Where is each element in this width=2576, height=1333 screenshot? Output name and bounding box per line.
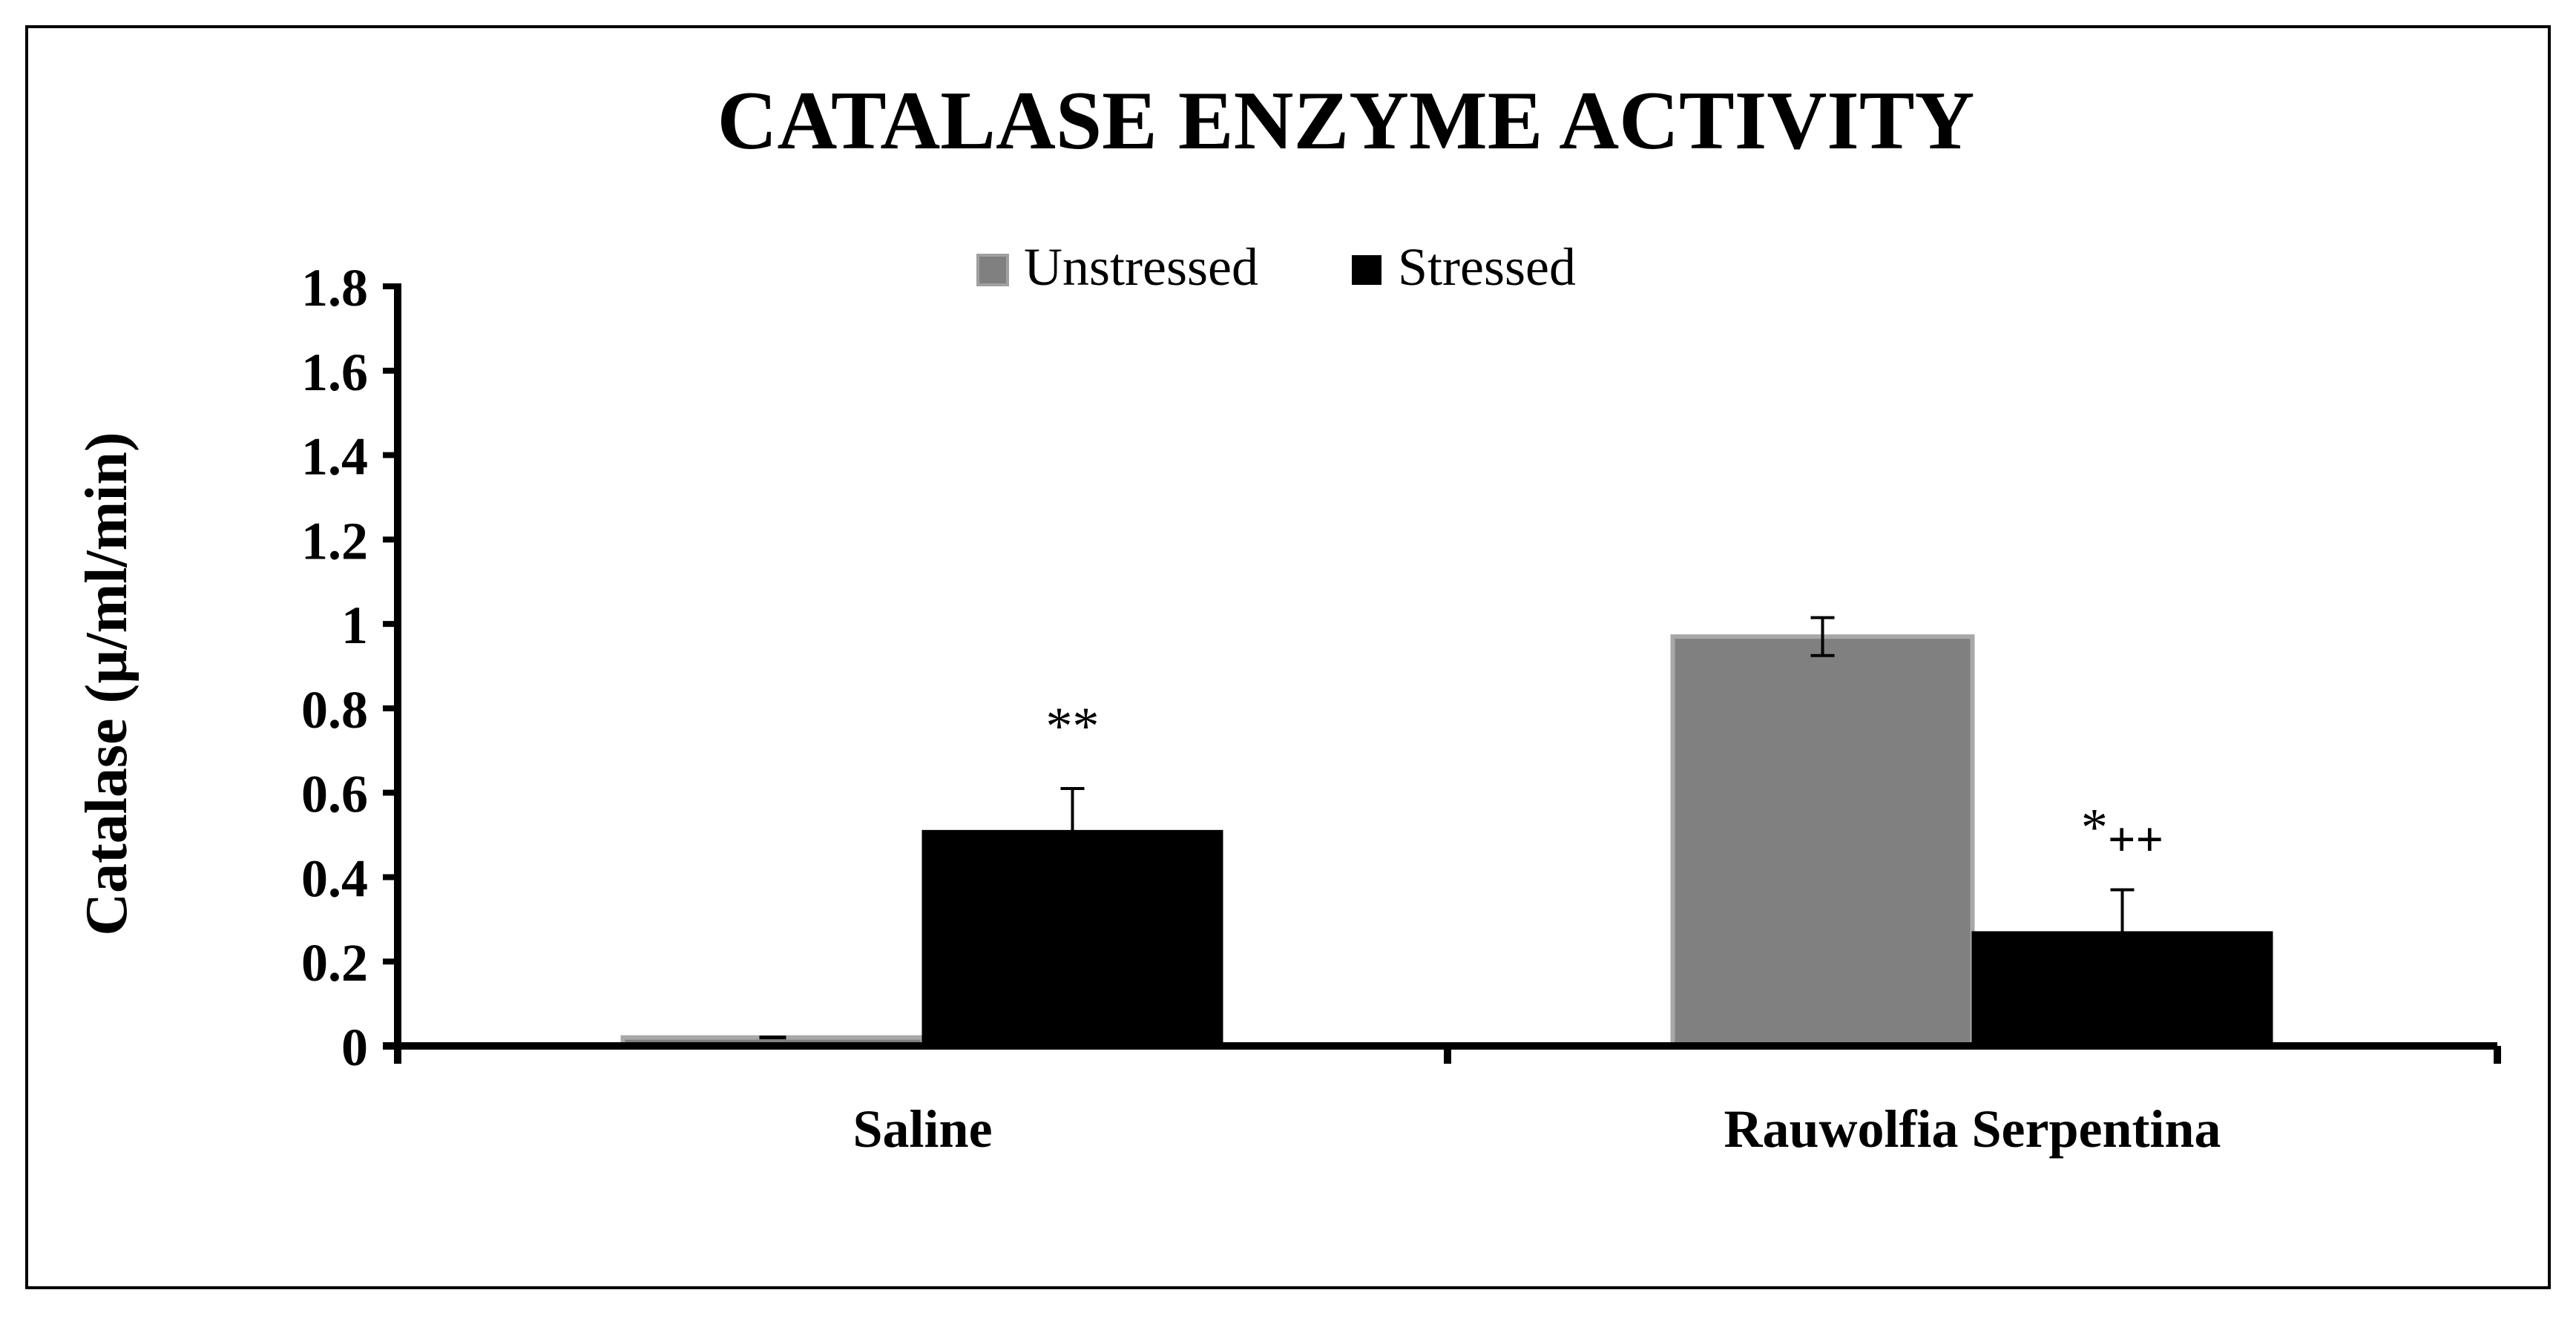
y-axis-title: Catalase (µ/ml/min) — [74, 432, 139, 935]
y-tick-label: 1.2 — [301, 511, 368, 570]
plot-area: 0 0.2 0.4 0.6 0.8 1 1.2 1.4 1.6 1.8 ** Saline *++ Rau… — [301, 258, 2501, 1159]
x-category-label: Saline — [852, 1099, 992, 1159]
bar-stressed-1 — [921, 829, 1223, 1047]
y-tick-label: 1 — [341, 596, 368, 655]
legend-swatch-stressed — [1352, 255, 1381, 285]
chart-title: CATALASE ENZYME ACTIVITY — [717, 75, 1975, 167]
y-tick-label: 1.6 — [301, 343, 368, 402]
significance-label: *++ — [2081, 798, 2163, 867]
legend: Unstressed Stressed — [976, 237, 1576, 297]
legend-label-unstressed: Unstressed — [1024, 237, 1258, 297]
y-tick-label: 1.8 — [301, 258, 368, 317]
x-category-label: Rauwolfia Serpentina — [1724, 1099, 2221, 1159]
bar-stressed-2 — [1971, 931, 2273, 1047]
y-tick-label: 0.8 — [301, 680, 368, 740]
y-tick-label: 0.2 — [301, 933, 368, 993]
y-tick-label: 0.6 — [301, 765, 368, 824]
y-tick-label: 1.4 — [301, 427, 368, 487]
y-tick-label: 0 — [341, 1018, 368, 1077]
legend-swatch-unstressed — [976, 254, 1009, 286]
bar-unstressed-2 — [1670, 634, 1975, 1048]
significance-label: ** — [1046, 697, 1100, 756]
legend-label-stressed: Stressed — [1398, 237, 1576, 297]
y-tick-label: 0.4 — [301, 849, 368, 908]
chart-border — [25, 25, 2551, 1289]
